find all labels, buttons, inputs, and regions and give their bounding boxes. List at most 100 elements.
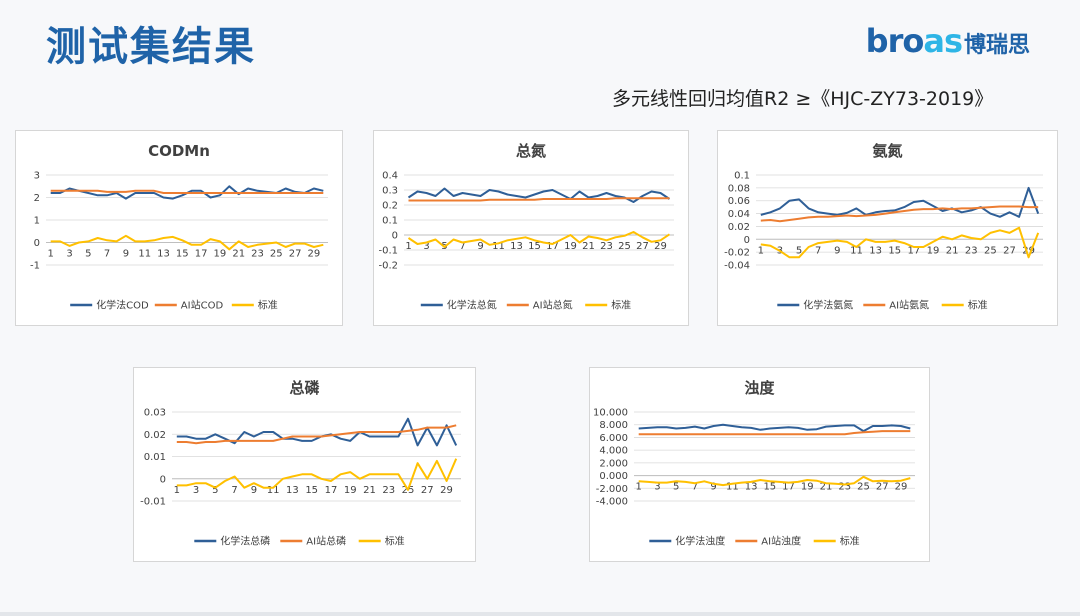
- x-tick-label: 27: [1003, 245, 1016, 256]
- x-tick-label: 19: [927, 245, 940, 256]
- y-tick-label: 6.000: [599, 433, 628, 444]
- chart-svg: 总氮-0.2-0.100.10.20.30.41 3 5 7 9 11 13 15 17 19 21…: [378, 142, 674, 312]
- series-line-3: [176, 458, 458, 491]
- x-tick-label: 19: [801, 482, 814, 493]
- legend-item: 化学法氨氮: [777, 299, 853, 312]
- x-tick-label: 1: [174, 485, 180, 496]
- legend-label: 化学法氨氮: [803, 299, 853, 312]
- legend-label: AI站总氮: [533, 299, 573, 312]
- legend-item: 标准: [585, 300, 631, 312]
- x-tick-label: 15: [305, 485, 318, 496]
- x-tick-label: 25: [984, 245, 997, 256]
- x-tick-label: 7: [104, 249, 110, 260]
- x-tick-label: 27: [636, 241, 649, 252]
- x-tick-label: 7: [231, 485, 237, 496]
- x-tick-label: 21: [820, 482, 833, 493]
- x-tick-label: 29: [308, 249, 321, 260]
- series-line-1: [176, 417, 458, 447]
- x-tick-label: 29: [654, 241, 667, 252]
- x-tick-label: 3: [193, 485, 199, 496]
- x-tick-label: 13: [157, 249, 170, 260]
- y-tick-label: 3: [34, 171, 40, 182]
- legend-item: AI站氨氮: [863, 299, 929, 312]
- x-tick-label: 21: [946, 245, 959, 256]
- x-tick-label: 11: [267, 485, 280, 496]
- y-tick-label: 2: [34, 193, 40, 204]
- page-title: 测试集结果: [46, 24, 256, 70]
- legend-item: 化学法COD: [70, 299, 149, 312]
- x-tick-label: 9: [477, 241, 483, 252]
- x-tick-label: 23: [382, 485, 395, 496]
- chart-total-nitrogen: 总氮 -0.2 -0.1 0 0.1 0.2 0.3 0.4 1 3 5 7 9 11 13 15 17 19 21…: [373, 130, 689, 326]
- x-tick-label: 17: [782, 482, 795, 493]
- x-tick-label: 5: [85, 249, 91, 260]
- x-tick-label: 3: [66, 249, 72, 260]
- legend-label: 标准: [840, 536, 860, 548]
- x-tick-label: 17: [546, 241, 559, 252]
- legend-item: 化学法总磷: [194, 535, 270, 548]
- y-tick-label: 0: [34, 238, 40, 249]
- x-tick-label: 27: [876, 482, 889, 493]
- y-tick-label: 0.04: [728, 209, 750, 220]
- y-tick-label: 10.000: [593, 408, 628, 419]
- legend-label: 化学法浊度: [675, 535, 725, 548]
- y-tick-label: 0.1: [734, 171, 750, 182]
- y-tick-label: 0: [160, 474, 166, 485]
- x-tick-label: 9: [710, 482, 716, 493]
- x-tick-label: 11: [726, 482, 739, 493]
- x-tick-label: 3: [423, 241, 429, 252]
- x-tick-label: 29: [895, 482, 908, 493]
- legend-label: 标准: [611, 300, 631, 312]
- y-tick-label: -4.000: [596, 497, 628, 508]
- chart-ammonia-nitrogen: 氨氮 -0.04 -0.02 0 0.02 0.04 0.06 0.08 0.1 1 3 5 7 9 11 1…: [717, 130, 1058, 326]
- brand-logo: broas 博瑞思: [866, 22, 1030, 60]
- x-tick-label: 21: [232, 249, 245, 260]
- x-tick-label: 13: [510, 241, 523, 252]
- y-tick-label: 0.000: [599, 471, 628, 482]
- y-tick-label: 0.08: [728, 183, 750, 194]
- chart-total-phosphorus: 总磷 -0.01 0 0.01 0.02 0.03 1 3 5 7 9 11 13 15 17 19 21 23 2…: [133, 367, 476, 562]
- logo-text: broas: [865, 22, 963, 60]
- x-tick-label: 11: [850, 245, 863, 256]
- x-tick-label: 25: [857, 482, 870, 493]
- legend-item: 化学法总氮: [420, 299, 497, 312]
- y-tick-label: -0.04: [724, 261, 750, 272]
- series-line-3: [638, 475, 911, 487]
- legend-item: 化学法浊度: [649, 535, 725, 548]
- x-tick-label: 13: [745, 482, 758, 493]
- x-tick-label: 23: [965, 245, 978, 256]
- series-line-1: [760, 186, 1040, 218]
- legend-item: AI站COD: [154, 299, 224, 312]
- x-tick-label: 21: [363, 485, 376, 496]
- series-line-2: [760, 205, 1039, 223]
- x-tick-label: 15: [176, 249, 189, 260]
- y-tick-label: -0.1: [378, 246, 398, 257]
- y-tick-label: 0.4: [382, 171, 398, 182]
- legend-label: 化学法总磷: [220, 535, 270, 548]
- series-line-2: [50, 189, 324, 194]
- series-line-1: [638, 423, 911, 433]
- logo-text-cn: 博瑞思: [963, 33, 1030, 58]
- y-tick-label: 0: [744, 235, 750, 246]
- chart-title: 浊度: [744, 379, 775, 397]
- y-tick-label: -2.000: [596, 484, 628, 495]
- legend-item: 标准: [231, 300, 278, 312]
- y-tick-label: -0.02: [724, 248, 750, 259]
- y-tick-label: 0: [392, 231, 398, 242]
- x-tick-label: 3: [654, 482, 660, 493]
- chart-title: 总磷: [289, 379, 320, 397]
- x-tick-label: 19: [564, 241, 577, 252]
- legend-label: 标准: [258, 300, 278, 312]
- legend-item: 标准: [358, 536, 405, 548]
- y-tick-label: 0.2: [382, 201, 398, 212]
- x-tick-label: 1: [48, 249, 54, 260]
- series-line-3: [407, 231, 671, 248]
- x-tick-label: 7: [692, 482, 698, 493]
- x-tick-label: 13: [286, 485, 299, 496]
- legend-label: AI站COD: [181, 299, 224, 312]
- x-tick-label: 27: [421, 485, 434, 496]
- x-tick-label: 11: [138, 249, 151, 260]
- legend-item: 标准: [941, 300, 988, 312]
